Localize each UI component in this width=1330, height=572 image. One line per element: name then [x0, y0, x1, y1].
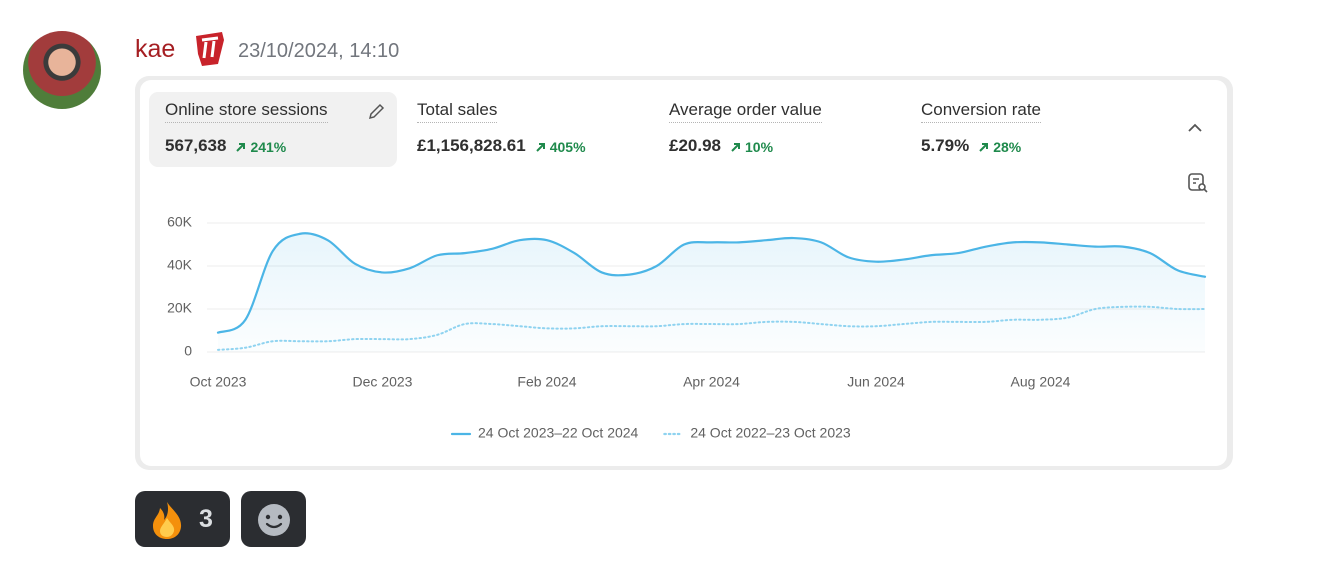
- x-tick-label: Feb 2024: [517, 374, 576, 390]
- metric-change: 28%: [993, 139, 1022, 155]
- author-name: kae: [135, 35, 176, 63]
- metric-label: Average order value: [669, 100, 822, 123]
- x-tick-label: Apr 2024: [683, 374, 740, 390]
- series-line: [216, 232, 1207, 334]
- fire-emoji: [153, 502, 182, 539]
- trend-arrow: [536, 143, 545, 152]
- y-tick-label: 40K: [167, 257, 193, 273]
- smiley-icon: [258, 504, 290, 536]
- y-tick-label: 0: [184, 343, 192, 359]
- chart: 0 20K 40K 60K Oct 2023 Dec 2023 Feb 2024 Apr 20…: [167, 214, 1207, 441]
- x-tick-label: Jun 2024: [847, 374, 905, 390]
- trend-arrow: [236, 143, 246, 152]
- edit-icon[interactable]: [366, 102, 386, 122]
- metric-label: Online store sessions: [165, 100, 328, 123]
- trend-arrow: [979, 143, 989, 152]
- reaction-button[interactable]: [135, 491, 230, 547]
- metric-change: 241%: [250, 139, 287, 155]
- y-tick-label: 60K: [167, 214, 193, 230]
- x-tick-label: Dec 2023: [353, 374, 413, 390]
- metric-value: £20.98: [669, 136, 721, 155]
- legend-label: 24 Oct 2023–22 Oct 2024: [478, 425, 639, 441]
- metric-label: Total sales: [417, 100, 498, 123]
- author-badge: [196, 32, 224, 66]
- metric-value: £1,156,828.61: [417, 136, 526, 155]
- series-area: [218, 233, 1205, 352]
- legend-label: 24 Oct 2022–23 Oct 2023: [690, 425, 851, 441]
- x-tick-label: Oct 2023: [190, 374, 247, 390]
- metric-change: 405%: [549, 139, 586, 155]
- reaction-count: 3: [199, 505, 213, 533]
- series-line: [217, 305, 1206, 351]
- trend-arrow: [731, 143, 740, 152]
- y-tick-label: 20K: [167, 300, 193, 316]
- timestamp: 23/10/2024, 14:10: [238, 40, 400, 62]
- metric-value: 5.79%: [921, 136, 970, 155]
- selected-tab[interactable]: [149, 92, 397, 167]
- metric-label: Conversion rate: [921, 100, 1042, 123]
- metric-change: 10%: [745, 139, 774, 155]
- metric-value: 567,638: [165, 136, 227, 155]
- analyze-icon[interactable]: [1187, 172, 1209, 194]
- collapse-icon[interactable]: [1186, 121, 1204, 135]
- avatar: [23, 31, 101, 109]
- x-tick-label: Aug 2024: [1011, 374, 1071, 390]
